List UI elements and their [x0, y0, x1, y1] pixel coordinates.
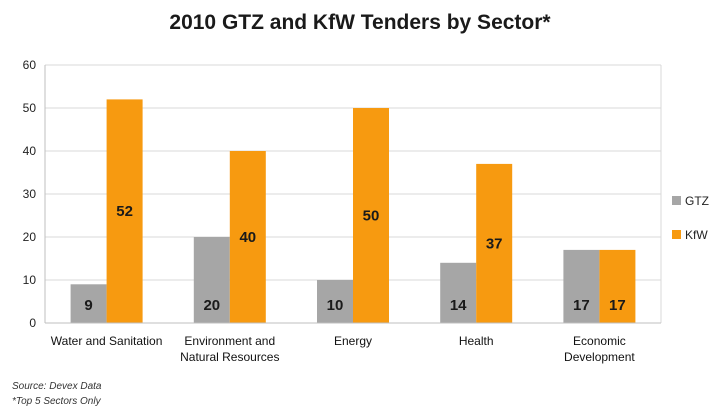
bar-kfw: [476, 163, 513, 323]
bar-gtz: [317, 280, 353, 323]
data-label: 50: [363, 208, 380, 225]
bar-kfw: [599, 249, 636, 323]
legend: GTZ KfW: [672, 194, 709, 242]
bar-gtz: [440, 262, 477, 323]
data-label: 17: [573, 297, 590, 314]
x-tick-label: Water and Sanitation: [51, 334, 163, 348]
y-tick-label: 0: [29, 316, 36, 330]
legend-swatch-kfw: [672, 230, 681, 239]
bar-kfw: [106, 99, 143, 324]
bar-kfw: [353, 108, 389, 323]
bar-gtz: [193, 237, 230, 323]
legend-swatch-gtz: [672, 196, 681, 205]
bars: 9 52 20 40 10 50 14 37 17 17: [70, 99, 636, 324]
data-label: 52: [116, 203, 133, 220]
x-tick-label: Development: [564, 350, 635, 364]
x-tick-label: Health: [459, 334, 494, 348]
data-label: 10: [327, 297, 344, 314]
y-tick-label: 10: [23, 273, 37, 287]
data-label: 17: [609, 297, 626, 314]
data-label: 9: [84, 297, 92, 314]
data-label: 20: [203, 297, 220, 314]
y-tick-label: 40: [23, 144, 37, 158]
data-label: 37: [486, 235, 503, 252]
legend-label-gtz: GTZ: [685, 194, 709, 208]
y-tick-label: 50: [23, 101, 37, 115]
chart-title: 2010 GTZ and KfW Tenders by Sector*: [169, 11, 551, 34]
y-tick-label: 60: [23, 58, 37, 72]
data-label: 14: [450, 297, 467, 314]
y-tick-label: 20: [23, 230, 37, 244]
data-label: 40: [239, 229, 256, 246]
legend-label-kfw: KfW: [685, 228, 708, 242]
x-tick-label: Energy: [334, 334, 372, 348]
x-tick-label: Natural Resources: [180, 350, 279, 364]
bar-kfw: [229, 151, 266, 323]
bar-gtz: [70, 284, 107, 323]
x-tick-label: Economic: [573, 334, 626, 348]
source-note: Source: Devex Data: [12, 381, 102, 392]
bar-gtz: [563, 249, 600, 323]
x-tick-label: Environment and: [184, 334, 275, 348]
y-tick-label: 30: [23, 187, 37, 201]
axes: 0 10 20 30 40 50 60 Water and Sanitation Environ…: [23, 58, 662, 364]
footnote: *Top 5 Sectors Only: [12, 396, 102, 407]
